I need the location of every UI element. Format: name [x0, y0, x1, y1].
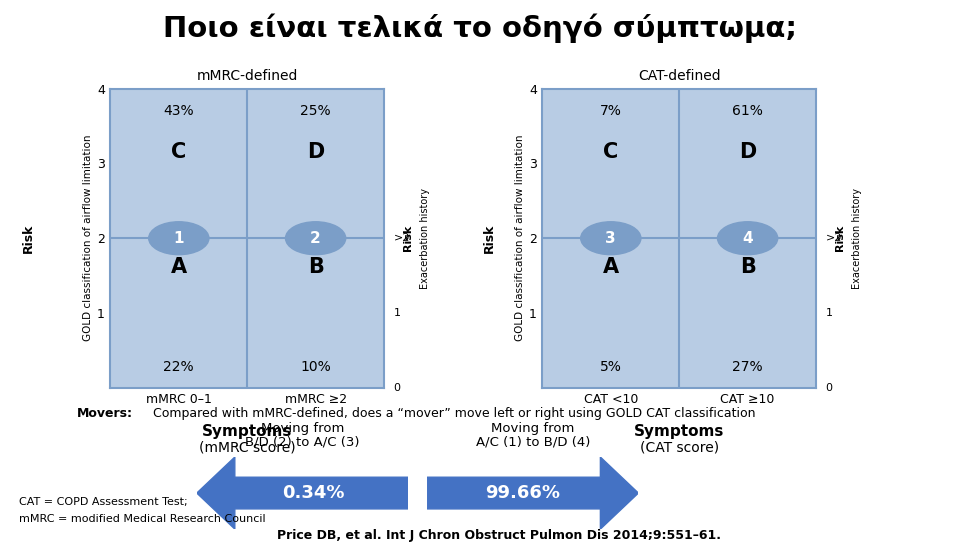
Text: 99.66%: 99.66% — [485, 484, 560, 502]
Text: Moving from: Moving from — [261, 422, 344, 435]
Text: 27%: 27% — [732, 360, 763, 375]
Text: Symptoms: Symptoms — [202, 424, 293, 439]
Polygon shape — [197, 457, 408, 529]
Circle shape — [581, 222, 641, 255]
Text: 43%: 43% — [163, 104, 194, 117]
Text: A/C (1) to B/D (4): A/C (1) to B/D (4) — [475, 436, 590, 449]
Text: Risk: Risk — [403, 225, 413, 252]
Text: 0: 0 — [394, 383, 400, 393]
Text: 0.34%: 0.34% — [281, 484, 345, 502]
Circle shape — [285, 222, 346, 255]
Text: CAT-defined: CAT-defined — [637, 69, 721, 83]
Text: 0: 0 — [826, 383, 832, 393]
Text: Compared with mMRC-defined, does a “mover” move left or right using GOLD CAT cla: Compared with mMRC-defined, does a “move… — [149, 407, 756, 420]
Text: B: B — [307, 257, 324, 276]
Text: CAT = COPD Assessment Test;: CAT = COPD Assessment Test; — [19, 497, 188, 507]
Text: 61%: 61% — [732, 104, 763, 117]
Text: >2: >2 — [394, 233, 410, 243]
Text: Ποιο είναι τελικά το οδηγό σύμπτωμα;: Ποιο είναι τελικά το οδηγό σύμπτωμα; — [163, 14, 797, 43]
Text: 25%: 25% — [300, 104, 331, 117]
Y-axis label: GOLD classification of airflow limitation: GOLD classification of airflow limitatio… — [515, 135, 525, 341]
Text: 1: 1 — [394, 308, 400, 318]
Text: Price DB, et al. Int J Chron Obstruct Pulmon Dis 2014;9:551–61.: Price DB, et al. Int J Chron Obstruct Pu… — [277, 529, 721, 542]
Text: 2: 2 — [310, 230, 321, 246]
Text: Movers:: Movers: — [77, 407, 132, 420]
Text: Symptoms: Symptoms — [634, 424, 725, 439]
Text: 22%: 22% — [163, 360, 194, 375]
Text: Risk: Risk — [835, 225, 845, 252]
Text: Exacerbation history: Exacerbation history — [852, 188, 862, 289]
Text: 7%: 7% — [600, 104, 622, 117]
Text: 3: 3 — [606, 230, 616, 246]
Text: C: C — [603, 142, 618, 162]
Text: 1: 1 — [174, 230, 184, 246]
Text: A: A — [603, 257, 619, 276]
Text: >2: >2 — [826, 233, 842, 243]
Text: 10%: 10% — [300, 360, 331, 375]
Polygon shape — [427, 457, 638, 529]
Text: Moving from: Moving from — [492, 422, 574, 435]
Text: Risk: Risk — [483, 223, 496, 253]
Text: 5%: 5% — [600, 360, 622, 375]
Text: C: C — [171, 142, 186, 162]
Text: 4: 4 — [742, 230, 753, 246]
Text: Exacerbation history: Exacerbation history — [420, 188, 430, 289]
Text: 1: 1 — [826, 308, 832, 318]
Text: mMRC = modified Medical Research Council: mMRC = modified Medical Research Council — [19, 514, 266, 524]
Circle shape — [149, 222, 209, 255]
Text: D: D — [307, 142, 324, 162]
Text: D: D — [739, 142, 756, 162]
Text: A: A — [171, 257, 187, 276]
Text: B: B — [739, 257, 756, 276]
Text: Risk: Risk — [22, 223, 36, 253]
Y-axis label: GOLD classification of airflow limitation: GOLD classification of airflow limitatio… — [83, 135, 93, 341]
Text: (mMRC score): (mMRC score) — [199, 440, 296, 454]
Text: B/D (2) to A/C (3): B/D (2) to A/C (3) — [245, 436, 360, 449]
Circle shape — [717, 222, 778, 255]
Text: mMRC-defined: mMRC-defined — [197, 69, 298, 83]
Text: (CAT score): (CAT score) — [639, 440, 719, 454]
